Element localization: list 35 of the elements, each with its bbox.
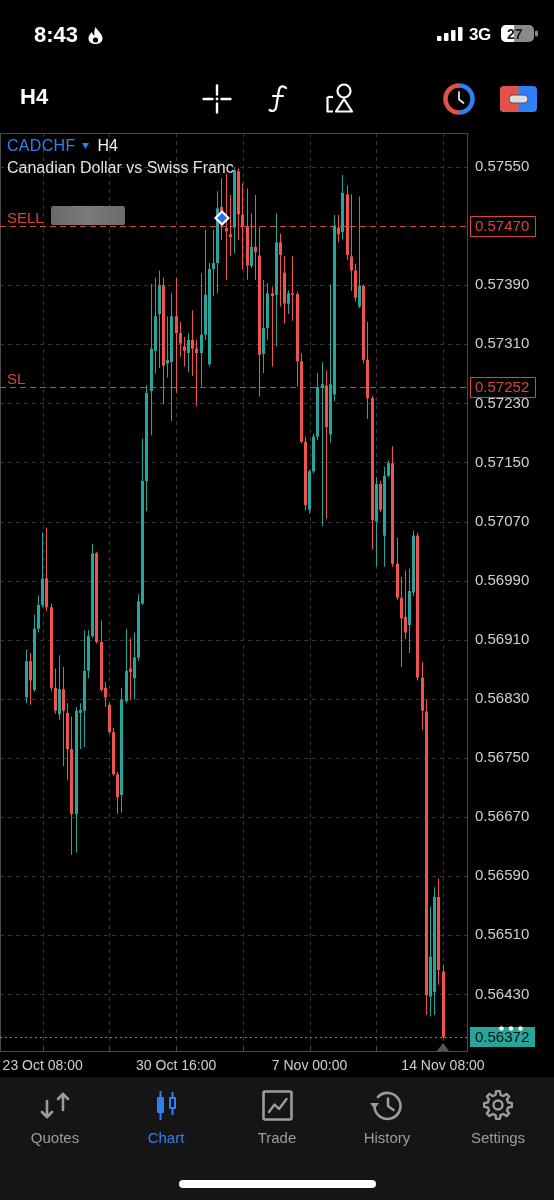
y-tick-label: 0.56510 (475, 925, 530, 943)
y-tick-label: 0.57150 (475, 452, 530, 470)
x-tick-label: 23 Oct 08:00 (2, 1057, 83, 1074)
y-tick-label: 0.56990 (475, 570, 530, 588)
annotation: H4 (97, 137, 118, 154)
y-tick-label: 0.56830 (475, 689, 530, 707)
y-tick-label: 0.56910 (475, 629, 530, 647)
y-tick-label: 0.56670 (475, 807, 530, 825)
x-tick-label: 7 Nov 00:00 (271, 1057, 348, 1074)
y-tick-label: 0.57070 (475, 511, 530, 529)
text: 3G (469, 25, 491, 44)
text: Settings (470, 1129, 526, 1146)
text: Quotes (30, 1129, 80, 1146)
y-tick-label: 0.56590 (475, 866, 530, 884)
y-tick-label: 0.57390 (475, 275, 530, 293)
chart-title: CADCHF (7, 137, 76, 154)
x-tick-label: 30 Oct 16:00 (136, 1057, 217, 1074)
text: Chart (147, 1129, 185, 1146)
y-tick-label: 0.57310 (475, 334, 530, 352)
ref-line-label: SELL (7, 208, 44, 226)
text: H4 (20, 84, 49, 109)
text: 8:43 (34, 22, 79, 47)
text: 0.57470 (475, 216, 530, 234)
candlestick (291, 256, 294, 321)
text: 0.56372 (475, 1027, 530, 1045)
y-tick-label: 0.56430 (475, 984, 530, 1002)
y-tick-label: 0.56750 (475, 748, 530, 766)
text: History (363, 1129, 411, 1146)
text: Trade (257, 1129, 297, 1146)
x-tick-label: 14 Nov 08:00 (401, 1057, 485, 1074)
ref-line-label: SL (7, 369, 26, 387)
y-tick-label: 0.57550 (475, 157, 530, 175)
text: Canadian Dollar vs Swiss Franc (7, 159, 234, 176)
y-tick-label: 0.57230 (475, 393, 530, 411)
text: 0.57252 (475, 377, 530, 395)
